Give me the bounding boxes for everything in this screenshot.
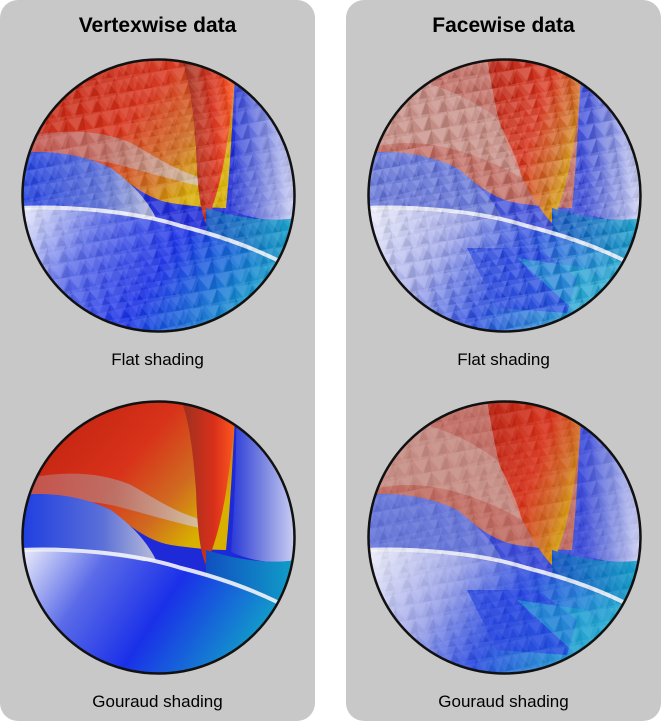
surface-render-image <box>21 58 296 333</box>
facewise-panel: Facewise data Flat shading Gouraud shadi… <box>346 0 661 721</box>
vertexwise-gouraud-render <box>21 400 296 675</box>
vertexwise-flat-render <box>21 58 296 333</box>
panel-title: Facewise data <box>432 14 575 37</box>
surface-render-image <box>367 400 642 675</box>
gouraud-shading-caption: Gouraud shading <box>438 692 569 711</box>
panel-title: Vertexwise data <box>78 14 237 37</box>
flat-shading-caption: Flat shading <box>111 350 204 369</box>
surface-render-image <box>21 400 296 675</box>
vertexwise-panel: Vertexwise data Flat shading Gouraud sha… <box>0 0 315 721</box>
facewise-gouraud-render <box>367 400 642 675</box>
facewise-flat-render <box>367 58 642 333</box>
surface-render-image <box>367 58 642 333</box>
gouraud-shading-caption: Gouraud shading <box>92 692 223 711</box>
flat-shading-caption: Flat shading <box>457 350 550 369</box>
